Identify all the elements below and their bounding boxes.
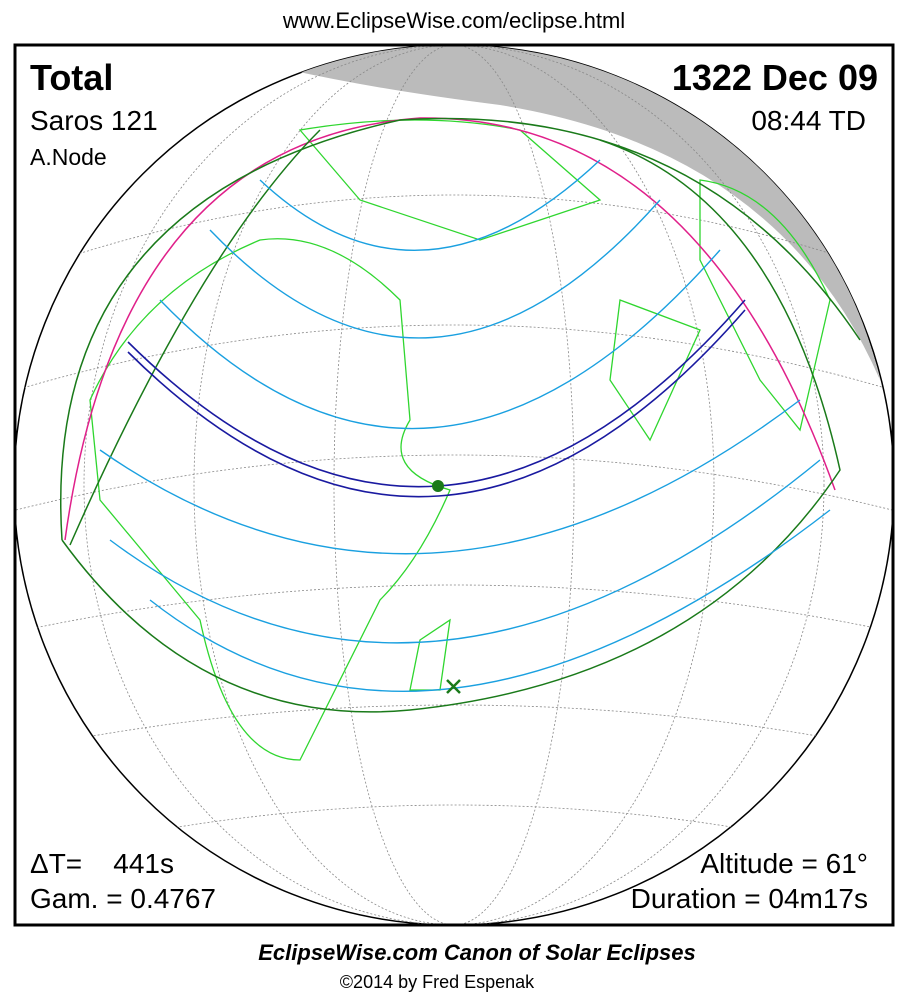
night-shading xyxy=(290,46,880,380)
footer-title: EclipseWise.com Canon of Solar Eclipses xyxy=(258,940,696,965)
subsolar-point xyxy=(446,679,461,694)
greatest-eclipse xyxy=(432,480,444,492)
rise-set-limit xyxy=(64,117,836,541)
globe xyxy=(16,46,892,924)
altitude: Altitude = 61° xyxy=(700,848,868,879)
graticule xyxy=(16,46,892,924)
magnitude-lines xyxy=(99,159,831,693)
node: A.Node xyxy=(30,144,107,170)
duration: Duration = 04m17s xyxy=(631,883,868,914)
land-outlines xyxy=(89,119,831,761)
time: 08:44 TD xyxy=(751,105,866,136)
eclipse-type: Total xyxy=(30,57,113,98)
gamma: Gam. = 0.4767 xyxy=(30,883,216,914)
penumbral-limits xyxy=(60,117,861,713)
url: www.EclipseWise.com/eclipse.html xyxy=(282,8,625,33)
saros: Saros 121 xyxy=(30,105,158,136)
copyright: ©2014 by Fred Espenak xyxy=(340,972,535,992)
frame xyxy=(13,43,895,927)
date: 1322 Dec 09 xyxy=(672,57,878,98)
delta-t: ΔT= 441s xyxy=(30,848,174,879)
